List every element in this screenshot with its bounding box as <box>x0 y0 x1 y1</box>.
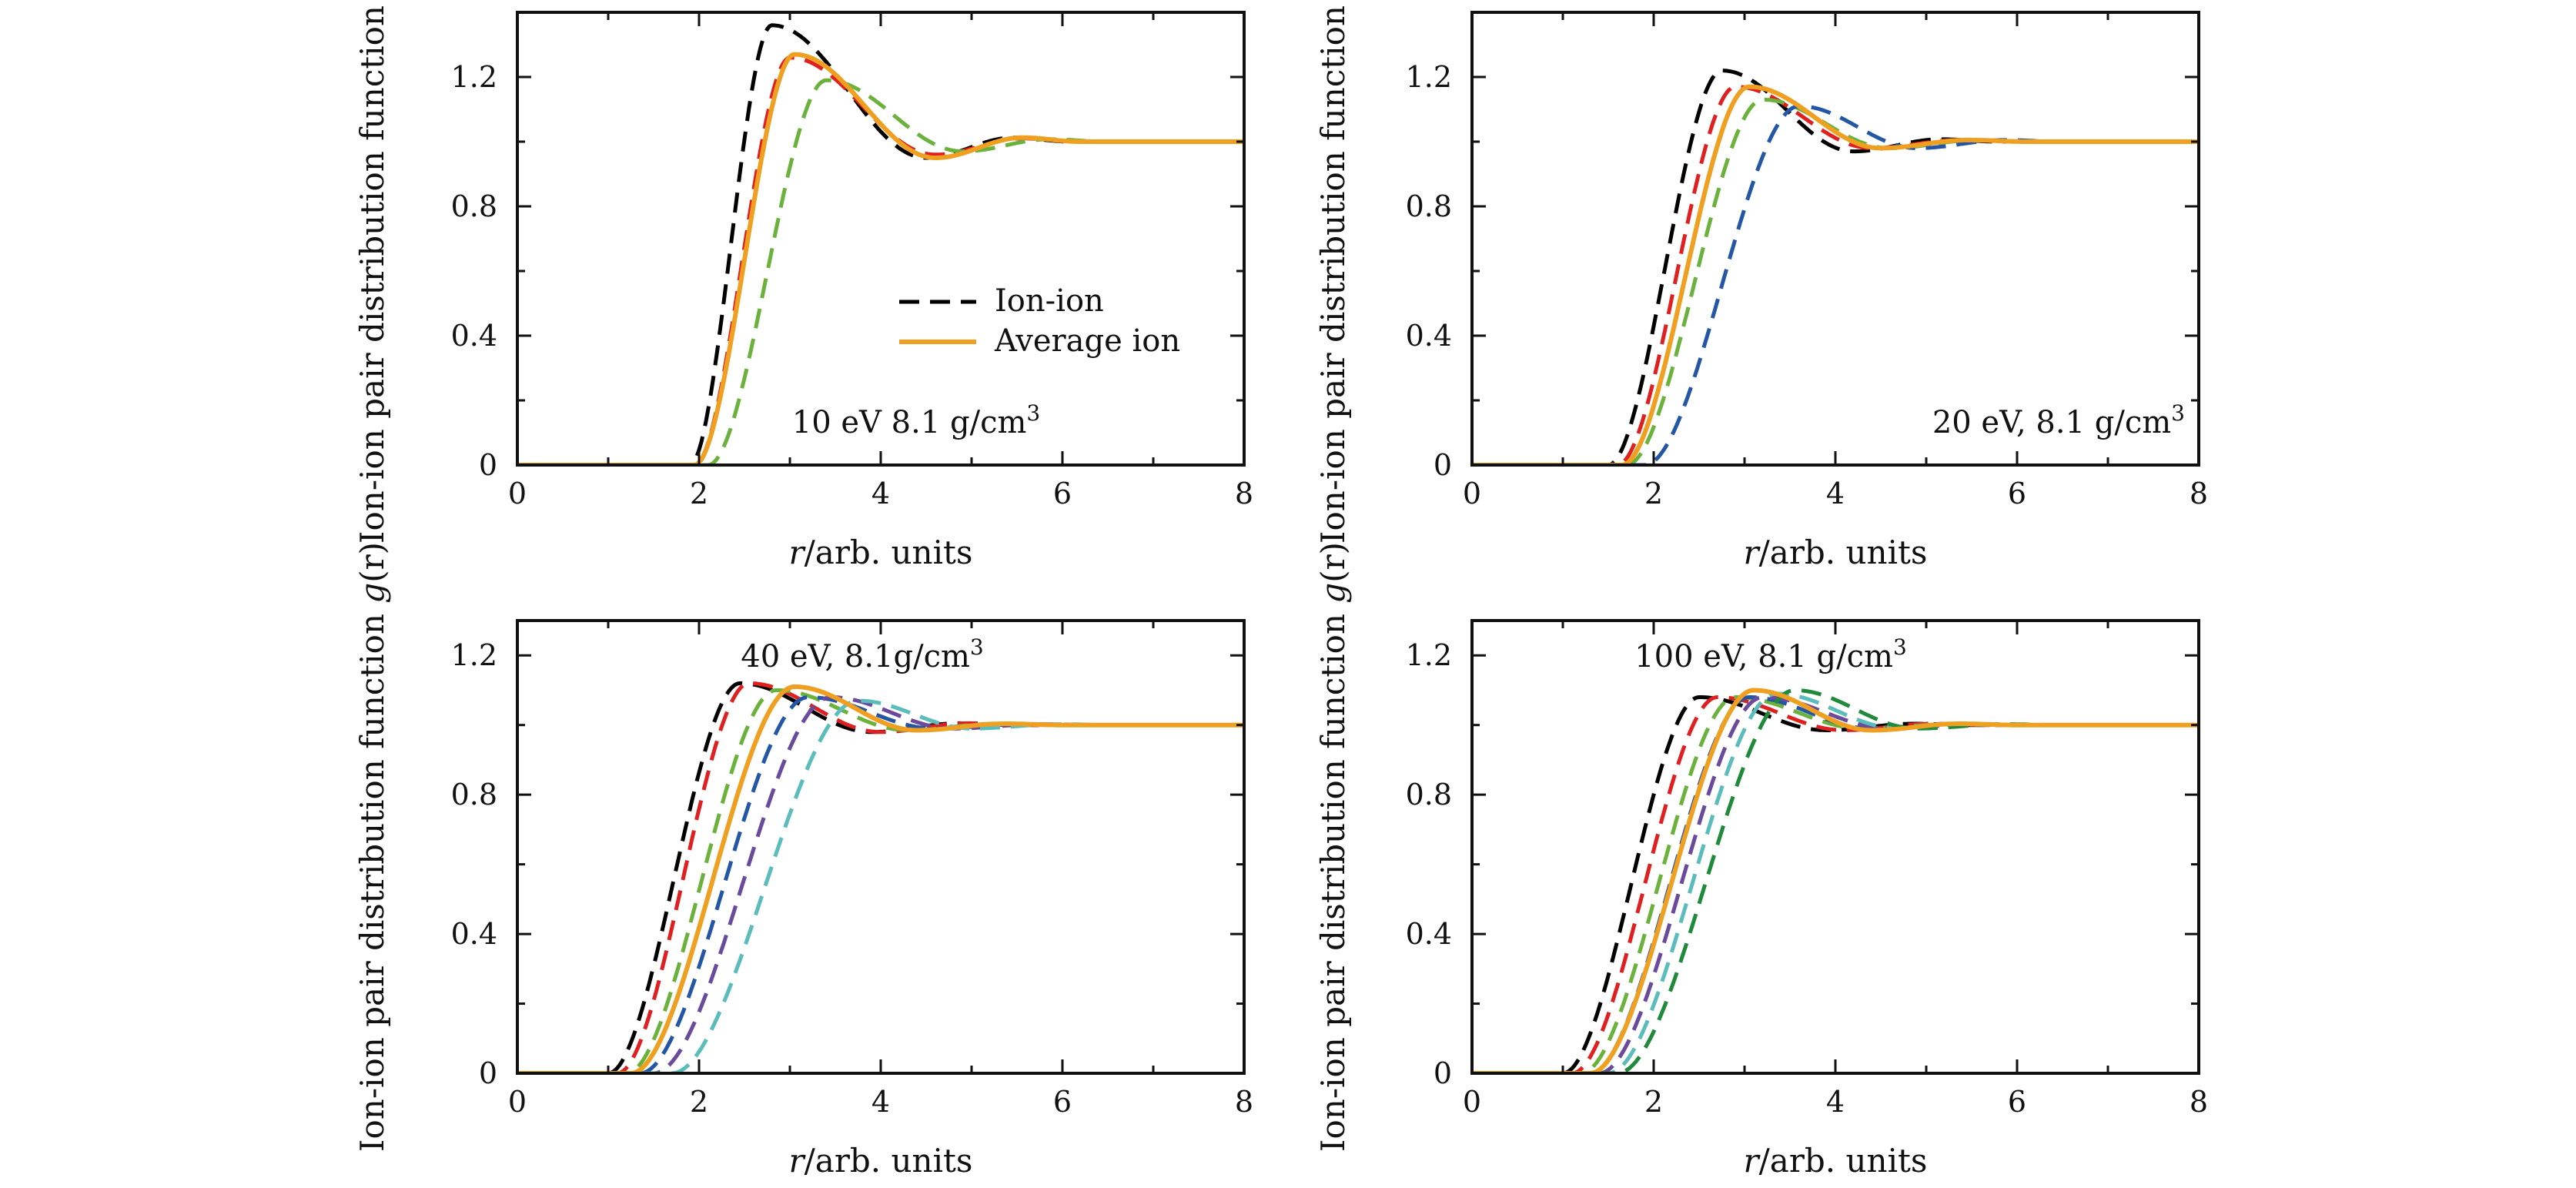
x-tick-label: 4 <box>1826 1085 1845 1119</box>
panel-top-left: 0 2 4 6 8 0 0.4 0.8 1.2 r/arb. units Ion-ion pair … <box>353 0 1253 571</box>
series-line-average-ion <box>1472 84 2199 465</box>
y-tick-label: 0.8 <box>451 189 497 223</box>
series-line-ion-ion-green <box>517 78 1244 465</box>
x-tick-label: 6 <box>1053 1085 1072 1119</box>
y-tick-label: 0.8 <box>1406 778 1452 812</box>
panel-annotation: 20 eV, 8.1 g/cm3 <box>1932 400 2185 441</box>
y-axis-title: Ion-ion pair distribution function g(r) <box>353 0 391 544</box>
y-axis-title-text: Ion-ion pair distribution function <box>353 604 391 1152</box>
y-tick-label: 1.2 <box>1406 638 1452 672</box>
y-tick-label: 0 <box>1434 448 1452 482</box>
x-axis-title-italic: r <box>1744 534 1761 571</box>
x-axis-title-italic: r <box>789 534 807 571</box>
y-axis-title: Ion-ion pair distribution function g(r) <box>353 542 391 1152</box>
x-axis-title-rest: /arb. units <box>805 1142 973 1180</box>
legend-label: Average ion <box>994 323 1180 359</box>
y-tick-label: 0 <box>479 448 497 482</box>
x-tick-label: 6 <box>2008 1085 2026 1119</box>
panel-annotation: 100 eV, 8.1 g/cm3 <box>1634 634 1907 675</box>
panel-bottom-right: 0 2 4 6 8 0 0.4 0.8 1.2 r/arb. units Ion-ion pair … <box>1314 542 2208 1180</box>
series-group <box>517 23 1244 465</box>
x-tick-label: 8 <box>1235 477 1253 510</box>
y-tick-label: 0.4 <box>1406 319 1452 353</box>
panel-annotation: 10 eV 8.1 g/cm3 <box>792 400 1040 441</box>
x-tick-label: 0 <box>508 1085 527 1119</box>
y-tick-label: 0.8 <box>451 778 497 812</box>
x-tick-label: 8 <box>2190 477 2208 510</box>
y-axis-title-paren: (r) <box>353 542 391 583</box>
y-axis-title-text: Ion-ion pair distribution function <box>1314 604 1352 1152</box>
x-tick-label: 2 <box>1644 477 1663 510</box>
x-tick-label: 0 <box>508 477 527 510</box>
x-axis-title-italic: r <box>1744 1142 1761 1180</box>
x-tick-label: 8 <box>2190 1085 2208 1119</box>
y-tick-label: 0.4 <box>451 917 497 951</box>
series-group <box>517 681 1244 1073</box>
x-axis-title: r/arb. units <box>1744 534 1928 571</box>
panel-annotation: 40 eV, 8.1g/cm3 <box>741 634 983 675</box>
series-group <box>1472 688 2199 1073</box>
y-tick-label: 1.2 <box>451 60 497 94</box>
x-tick-label: 6 <box>2008 477 2026 510</box>
legend-label: Ion-ion <box>995 283 1104 319</box>
x-tick-label: 4 <box>871 477 890 510</box>
series-line-average-ion <box>517 52 1244 465</box>
y-axis-title-text: Ion-ion pair distribution function <box>353 0 391 544</box>
y-axis-title: Ion-ion pair distribution function g(r) <box>1314 0 1352 544</box>
x-tick-label: 2 <box>1644 1085 1663 1119</box>
legend: Ion-ion Average ion <box>899 283 1180 359</box>
panel-top-right: 0 2 4 6 8 0 0.4 0.8 1.2 r/arb. units Ion-ion pair … <box>1314 0 2208 571</box>
panel-bottom-left: 0 2 4 6 8 0 0.4 0.8 1.2 r/arb. units Ion-ion pair … <box>353 542 1253 1180</box>
x-axis-title-rest: /arb. units <box>1759 1142 1928 1180</box>
y-tick-label: 0 <box>479 1056 497 1090</box>
x-axis-title: r/arb. units <box>1744 1142 1928 1180</box>
x-axis-title-rest: /arb. units <box>805 534 973 571</box>
x-tick-label: 4 <box>1826 477 1845 510</box>
series-group <box>1472 69 2199 465</box>
x-axis-title: r/arb. units <box>789 534 973 571</box>
y-axis-title: Ion-ion pair distribution function g(r) <box>1314 542 1352 1152</box>
y-tick-label: 0.4 <box>1406 917 1452 951</box>
y-tick-label: 1.2 <box>1406 60 1452 94</box>
x-tick-label: 0 <box>1463 477 1481 510</box>
y-tick-label: 0.8 <box>1406 189 1452 223</box>
x-tick-label: 2 <box>690 477 708 510</box>
y-axis-title-text: Ion-ion pair distribution function <box>1314 0 1352 544</box>
y-tick-label: 0.4 <box>451 319 497 353</box>
y-axis-title-paren: (r) <box>1314 542 1352 583</box>
x-tick-label: 2 <box>690 1085 708 1119</box>
x-axis-title-italic: r <box>789 1142 807 1180</box>
y-axis-title-italic: g <box>353 583 391 604</box>
x-axis-title: r/arb. units <box>789 1142 973 1180</box>
x-tick-label: 6 <box>1053 477 1072 510</box>
y-tick-label: 1.2 <box>451 638 497 672</box>
panels: 0 2 4 6 8 0 0.4 0.8 1.2 r/arb. units Ion-ion pair … <box>353 0 2208 1180</box>
y-axis-title-italic: g <box>1314 583 1352 604</box>
x-tick-label: 0 <box>1463 1085 1481 1119</box>
series-line-average-ion <box>517 684 1244 1073</box>
series-line-ion-ion-green <box>517 688 1244 1073</box>
y-tick-label: 0 <box>1434 1056 1452 1090</box>
x-axis-title-rest: /arb. units <box>1759 534 1928 571</box>
x-tick-label: 4 <box>871 1085 890 1119</box>
x-tick-label: 8 <box>1235 1085 1253 1119</box>
